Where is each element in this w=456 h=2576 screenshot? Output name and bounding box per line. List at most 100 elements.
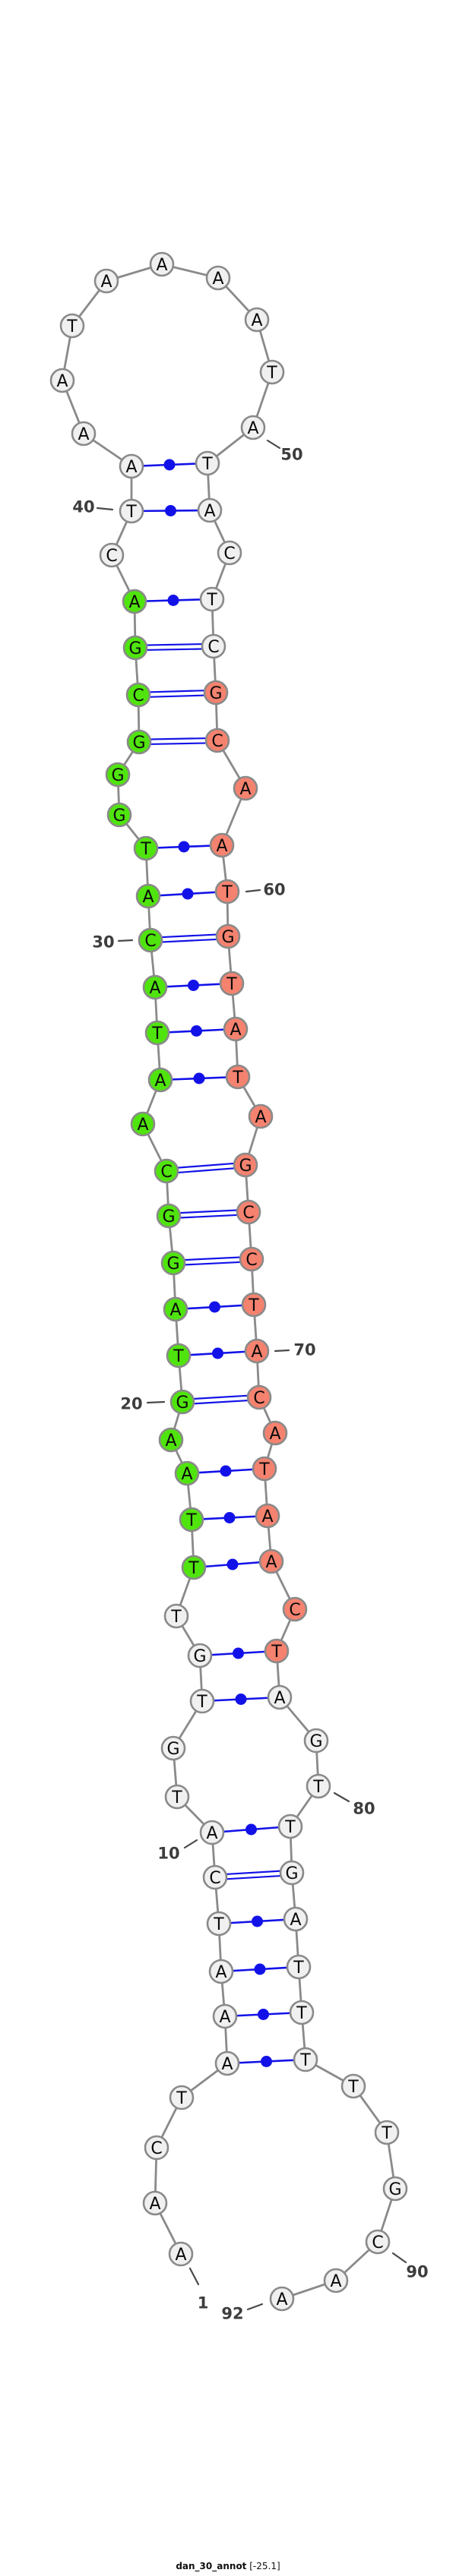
base-letter-1: A	[175, 2246, 186, 2265]
position-label-60: 60	[263, 881, 285, 899]
base-letter-87: T	[347, 2078, 359, 2097]
nucleotide-74	[255, 1503, 280, 1529]
nucleotide-66	[233, 1152, 258, 1178]
base-letter-4: T	[176, 2089, 187, 2108]
base-letter-67: C	[242, 1204, 254, 1223]
nucleotide-43	[49, 368, 75, 393]
base-letter-22: A	[169, 1301, 181, 1320]
nucleotide-82	[279, 1860, 305, 1886]
nucleotide-24	[156, 1203, 182, 1229]
base-letter-85: T	[296, 2004, 307, 2023]
base-letter-58: A	[239, 780, 251, 799]
nucleotide-58	[233, 775, 258, 801]
nucleotide-40	[119, 498, 144, 524]
basepair-double-line	[138, 689, 216, 693]
nucleotide-67	[236, 1199, 261, 1225]
basepair-double-line	[135, 648, 214, 652]
nucleotide-63	[223, 1016, 249, 1042]
base-letter-78: A	[274, 1689, 285, 1708]
base-letter-40: T	[125, 503, 137, 522]
nucleotide-18	[174, 1460, 200, 1486]
nucleotide-54	[199, 586, 225, 612]
base-letter-79: G	[309, 1732, 322, 1751]
base-letter-45: A	[100, 273, 112, 292]
nucleotide-53	[217, 540, 242, 566]
basepair-double-line	[182, 1394, 259, 1400]
nucleotide-layer	[49, 251, 408, 2312]
basepair-double-line	[182, 1399, 260, 1406]
base-letter-25: C	[160, 1163, 172, 1182]
base-letter-76: C	[289, 1601, 300, 1620]
nucleotide-86	[293, 2047, 318, 2072]
base-letter-32: T	[140, 840, 151, 859]
base-letter-72: A	[269, 1425, 280, 1444]
position-label-layer: 1 10 20 30 40 50 60 70 80 90 92	[72, 439, 429, 2323]
base-letter-71: C	[253, 1389, 264, 1408]
base-letter-5: A	[221, 2055, 233, 2074]
base-letter-37: G	[128, 639, 141, 658]
nucleotide-47	[205, 265, 231, 291]
position-label-1: 1	[198, 2294, 209, 2312]
nucleotide-11	[164, 1784, 190, 1810]
basepair-dot	[165, 505, 176, 516]
nucleotide-17	[179, 1507, 204, 1533]
basepair-layer	[131, 459, 306, 2067]
base-letter-43: A	[56, 372, 68, 391]
base-letter-9: C	[209, 1869, 220, 1888]
base-letter-62: T	[226, 975, 237, 994]
nucleotide-70	[244, 1338, 270, 1364]
basepair-dot	[220, 1465, 232, 1477]
position-tick-80	[333, 1792, 350, 1803]
base-letter-16: T	[188, 1559, 199, 1578]
nucleotide-38	[122, 589, 147, 614]
basepair-double-line	[173, 1261, 252, 1267]
base-letter-75: A	[265, 1553, 277, 1572]
nucleotide-13	[189, 1688, 215, 1714]
nucleotide-78	[267, 1684, 293, 1710]
nucleotide-45	[93, 268, 119, 294]
base-letter-30: C	[144, 932, 156, 951]
base-letter-86: T	[299, 2051, 311, 2070]
basepair-double-line	[169, 1214, 249, 1220]
base-letter-6: A	[219, 2008, 230, 2027]
position-tick-20	[146, 1400, 166, 1404]
nucleotide-14	[187, 1643, 213, 1668]
base-letter-layer: AACTAAATCATGTGTTTAAGTAGGCAATACATGGGCGACT…	[56, 256, 401, 2309]
nucleotide-51	[195, 450, 220, 476]
basepair-double-line	[215, 1874, 293, 1881]
base-letter-50: A	[247, 419, 258, 438]
basepair-dot	[212, 1347, 223, 1359]
nucleotide-87	[340, 2073, 366, 2099]
nucleotide-32	[133, 835, 159, 861]
nucleotide-35	[126, 729, 152, 755]
backbone-layer	[61, 263, 397, 2300]
position-tick-60	[245, 889, 261, 893]
basepair-dot	[226, 1558, 239, 1571]
position-tick-40	[96, 507, 114, 511]
basepair-double-line	[214, 1869, 292, 1876]
position-tick-92	[246, 2303, 264, 2311]
nucleotide-92	[269, 2286, 295, 2312]
base-letter-70: A	[251, 1343, 262, 1362]
basepair-dot	[182, 888, 194, 900]
nucleotide-41	[119, 453, 144, 479]
basepair-dot	[233, 1647, 244, 1659]
nucleotide-68	[239, 1246, 264, 1272]
base-letter-83: A	[290, 1911, 301, 1930]
base-letter-65: A	[255, 1108, 266, 1127]
basepair-dot	[167, 595, 179, 606]
base-letter-31: A	[142, 888, 154, 907]
nucleotide-23	[160, 1250, 186, 1276]
nucleotide-81	[277, 1814, 303, 1839]
nucleotide-60	[214, 879, 240, 904]
base-letter-48: A	[251, 311, 262, 330]
nucleotide-61	[215, 923, 241, 949]
figure-caption: dan_30_annot [-25.1]	[0, 2561, 456, 2571]
base-letter-42: A	[78, 425, 89, 444]
base-letter-29: A	[149, 979, 160, 998]
basepair-dot	[188, 980, 199, 991]
nucleotide-15	[163, 1603, 189, 1629]
nucleotide-72	[262, 1420, 288, 1446]
base-letter-77: T	[271, 1643, 282, 1662]
